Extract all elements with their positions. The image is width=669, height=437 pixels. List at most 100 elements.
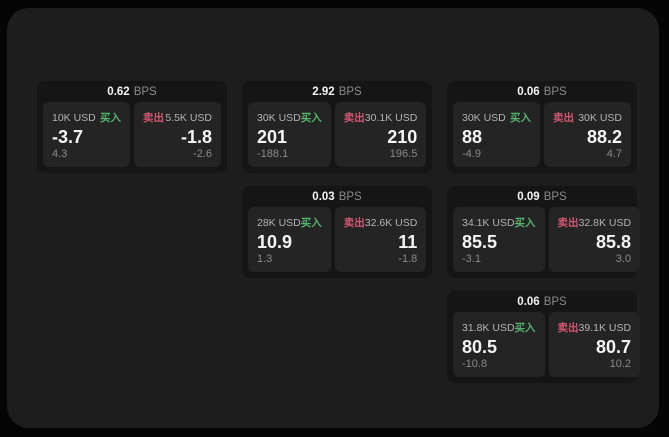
- sell-panel-top: 卖出 32.6K USD: [344, 215, 418, 230]
- sell-price: 210: [387, 127, 418, 148]
- spread-value: 0.03: [312, 190, 335, 203]
- sell-panel[interactable]: 卖出 30K USD 88.2 4.7: [544, 102, 631, 167]
- buy-panel-top: 28K USD 买入: [257, 215, 322, 230]
- sell-panel-top: 卖出 30K USD: [553, 110, 622, 125]
- buy-price: 88: [462, 127, 483, 148]
- sell-amount: 5.5K USD: [165, 111, 212, 124]
- spread-unit: BPS: [338, 85, 362, 98]
- sell-side-label: 卖出: [553, 112, 574, 125]
- sell-sub-value: 4.7: [606, 148, 622, 160]
- spread-value: 0.09: [517, 190, 540, 203]
- spread-header: 2.92 BPS: [248, 81, 426, 102]
- quote-panels: 10K USD 买入 -3.7 4.3 卖出 5.5K USD -1.8 -2.…: [43, 102, 221, 167]
- spread-header: 0.09 BPS: [453, 186, 631, 207]
- buy-amount: 10K USD: [52, 111, 96, 124]
- spread-unit: BPS: [543, 295, 567, 308]
- sell-amount: 39.1K USD: [578, 321, 632, 334]
- buy-panel[interactable]: 31.8K USD 买入 80.5 -10.8: [453, 312, 545, 377]
- buy-price: -3.7: [52, 127, 84, 148]
- sell-panel[interactable]: 卖出 39.1K USD 80.7 10.2: [548, 312, 641, 377]
- sell-amount: 32.8K USD: [578, 216, 632, 229]
- buy-amount: 30K USD: [462, 111, 506, 124]
- spread-header: 0.03 BPS: [248, 186, 426, 207]
- sell-amount: 30K USD: [578, 111, 622, 124]
- buy-side-label: 买入: [510, 112, 531, 125]
- sell-panel-top: 卖出 5.5K USD: [143, 110, 212, 125]
- spread-value: 0.62: [107, 85, 130, 98]
- buy-panel[interactable]: 28K USD 买入 10.9 1.3: [248, 207, 331, 272]
- buy-panel-top: 10K USD 买入: [52, 110, 121, 125]
- buy-price: 201: [257, 127, 288, 148]
- buy-panel-top: 30K USD 买入: [462, 110, 531, 125]
- spread-unit: BPS: [338, 190, 362, 203]
- buy-price: 80.5: [462, 337, 498, 358]
- spread-header: 0.62 BPS: [43, 81, 221, 102]
- buy-amount: 30K USD: [257, 111, 301, 124]
- buy-sub-value: 4.3: [52, 148, 68, 160]
- sell-side-label: 卖出: [343, 217, 365, 230]
- buy-sub-value: 1.3: [257, 253, 273, 265]
- sell-sub-value: 10.2: [609, 358, 632, 370]
- buy-sub-value: -188.1: [257, 148, 289, 160]
- spread-unit: BPS: [543, 85, 567, 98]
- sell-side-label: 卖出: [557, 217, 579, 230]
- sell-amount: 32.6K USD: [364, 216, 418, 229]
- spread-unit: BPS: [133, 85, 157, 98]
- sell-panel-top: 卖出 39.1K USD: [558, 320, 632, 335]
- sell-sub-value: 3.0: [615, 253, 632, 265]
- buy-side-label: 买入: [300, 217, 322, 230]
- sell-panel[interactable]: 卖出 30.1K USD 210 196.5: [334, 102, 427, 167]
- sell-side-label: 卖出: [557, 322, 579, 335]
- buy-side-label: 买入: [514, 217, 536, 230]
- quote-card: 0.06 BPS 31.8K USD 买入 80.5 -10.8 卖出 39.1…: [447, 291, 641, 383]
- quote-grid: 0.62 BPS 10K USD 买入 -3.7 4.3 卖出 5.5K USD: [37, 81, 641, 383]
- buy-panel-top: 31.8K USD 买入: [462, 320, 536, 335]
- sell-price: 85.8: [596, 232, 632, 253]
- quote-panels: 34.1K USD 买入 85.5 -3.1 卖出 32.8K USD 85.8…: [453, 207, 641, 272]
- spread-header: 0.06 BPS: [453, 81, 631, 102]
- sell-panel[interactable]: 卖出 5.5K USD -1.8 -2.6: [134, 102, 221, 167]
- buy-amount: 28K USD: [257, 216, 301, 229]
- buy-amount: 34.1K USD: [462, 216, 515, 229]
- sell-side-label: 卖出: [343, 112, 365, 125]
- buy-side-label: 买入: [300, 112, 322, 125]
- quote-panels: 30K USD 买入 88 -4.9 卖出 30K USD 88.2 4.7: [453, 102, 631, 167]
- buy-panel-top: 34.1K USD 买入: [462, 215, 536, 230]
- app-panel: 0.62 BPS 10K USD 买入 -3.7 4.3 卖出 5.5K USD: [7, 8, 659, 428]
- sell-sub-value: -1.8: [398, 253, 418, 265]
- buy-side-label: 买入: [100, 112, 121, 125]
- buy-panel[interactable]: 30K USD 买入 88 -4.9: [453, 102, 540, 167]
- sell-amount: 30.1K USD: [364, 111, 418, 124]
- sell-panel[interactable]: 卖出 32.6K USD 11 -1.8: [334, 207, 427, 272]
- spread-unit: BPS: [543, 190, 567, 203]
- buy-panel-top: 30K USD 买入: [257, 110, 322, 125]
- sell-sub-value: -2.6: [193, 148, 212, 160]
- spread-value: 2.92: [312, 85, 335, 98]
- buy-panel[interactable]: 30K USD 买入 201 -188.1: [248, 102, 331, 167]
- sell-panel[interactable]: 卖出 32.8K USD 85.8 3.0: [548, 207, 641, 272]
- sell-price: 88.2: [586, 127, 622, 148]
- quote-panels: 30K USD 买入 201 -188.1 卖出 30.1K USD 210 1…: [248, 102, 427, 167]
- spread-value: 0.06: [517, 295, 540, 308]
- sell-sub-value: 196.5: [389, 148, 418, 160]
- sell-price: -1.8: [180, 127, 212, 148]
- quote-panels: 28K USD 买入 10.9 1.3 卖出 32.6K USD 11 -1.8: [248, 207, 427, 272]
- buy-sub-value: -3.1: [462, 253, 481, 265]
- spread-value: 0.06: [517, 85, 540, 98]
- quote-card: 0.62 BPS 10K USD 买入 -3.7 4.3 卖出 5.5K USD: [37, 81, 227, 173]
- quote-panels: 31.8K USD 买入 80.5 -10.8 卖出 39.1K USD 80.…: [453, 312, 641, 377]
- sell-panel-top: 卖出 30.1K USD: [344, 110, 418, 125]
- spread-header: 0.06 BPS: [453, 291, 631, 312]
- buy-sub-value: -10.8: [462, 358, 488, 370]
- quote-card: 0.03 BPS 28K USD 买入 10.9 1.3 卖出 32.6K US…: [242, 186, 432, 278]
- buy-side-label: 买入: [514, 322, 536, 335]
- buy-panel[interactable]: 10K USD 买入 -3.7 4.3: [43, 102, 130, 167]
- buy-panel[interactable]: 34.1K USD 买入 85.5 -3.1: [453, 207, 545, 272]
- sell-price: 11: [398, 232, 418, 253]
- sell-price: 80.7: [596, 337, 632, 358]
- buy-sub-value: -4.9: [462, 148, 481, 160]
- quote-card: 0.09 BPS 34.1K USD 买入 85.5 -3.1 卖出 32.8K…: [447, 186, 641, 278]
- buy-amount: 31.8K USD: [462, 321, 515, 334]
- quote-card: 0.06 BPS 30K USD 买入 88 -4.9 卖出 30K USD: [447, 81, 637, 173]
- sell-panel-top: 卖出 32.8K USD: [558, 215, 632, 230]
